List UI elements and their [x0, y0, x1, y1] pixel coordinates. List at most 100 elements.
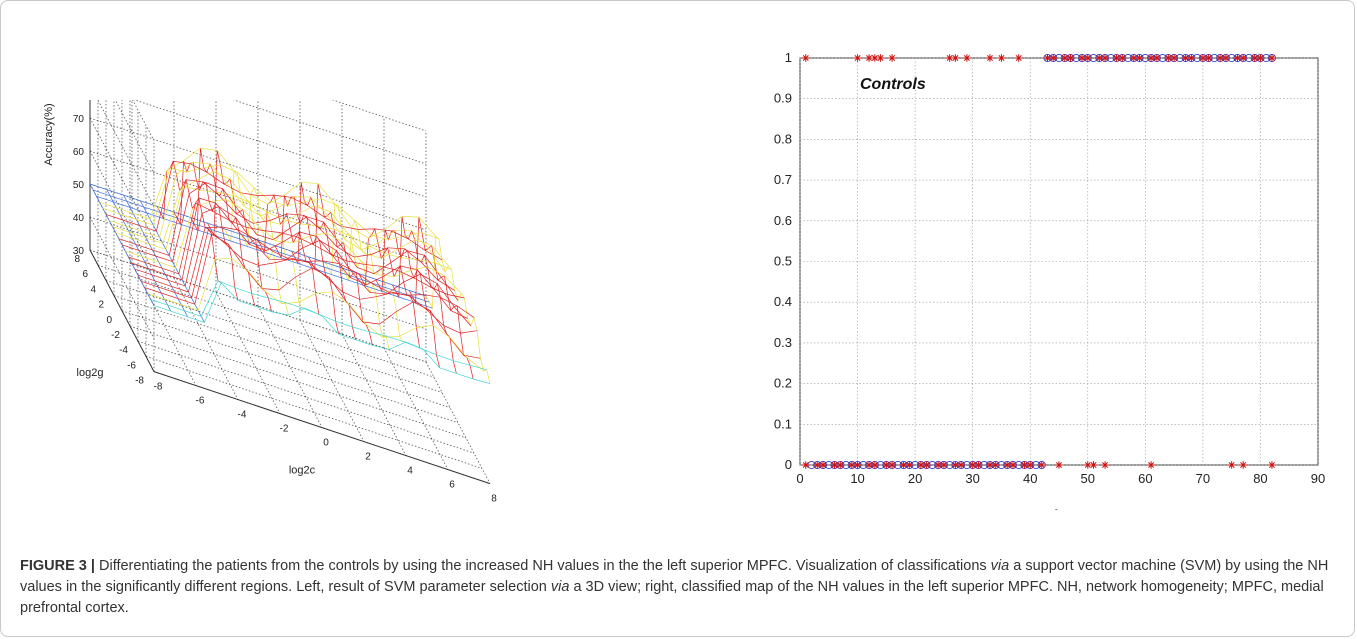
- mesh-line: [121, 182, 459, 301]
- asterisk-stroke: [1050, 54, 1057, 62]
- data-point-asterisk: [1147, 461, 1155, 469]
- data-point-asterisk: [974, 461, 983, 469]
- asterisk-stroke: [1268, 461, 1275, 469]
- data-point-asterisk: [899, 461, 908, 469]
- surface-plot: 3040506070809010086420-2-4-6-8-8-6-4-202…: [43, 100, 497, 505]
- asterisk-stroke: [923, 461, 930, 469]
- surface-mesh: [89, 147, 491, 385]
- data-point-asterisk: [1118, 54, 1127, 62]
- data-point-asterisk: [876, 54, 885, 62]
- asterisk-stroke: [889, 461, 896, 469]
- mesh-line: [102, 164, 439, 241]
- x-axis-label: Patients: [1028, 508, 1090, 510]
- asterisk-stroke: [906, 461, 913, 469]
- data-point-asterisk: [986, 461, 994, 469]
- x-tick-label: 30: [965, 471, 979, 486]
- asterisk-stroke: [1009, 461, 1016, 469]
- asterisk-stroke: [986, 54, 993, 62]
- x-tick-label: 10: [850, 471, 864, 486]
- mesh-line: [274, 195, 340, 335]
- asterisk-stroke: [1188, 54, 1195, 62]
- x-tick-label: 70: [1196, 471, 1210, 486]
- mesh-line: [134, 206, 472, 327]
- x-tick-label: 80: [1253, 471, 1267, 486]
- asterisk-stroke: [1182, 54, 1189, 62]
- x-tick-label: -8: [154, 382, 163, 393]
- asterisk-stroke: [1027, 461, 1034, 469]
- data-point-asterisk: [1089, 461, 1098, 469]
- asterisk-stroke: [877, 54, 884, 62]
- data-point-asterisk: [819, 461, 827, 469]
- x-tick-label: 40: [1023, 471, 1037, 486]
- mesh-line: [144, 233, 481, 359]
- x-tick-label: 60: [1138, 471, 1152, 486]
- y-tick-label: 0: [106, 315, 112, 326]
- mesh-line: [150, 280, 487, 371]
- mesh-line: [173, 160, 239, 301]
- caption-text-b: a support vector machine (SVM) by using …: [20, 558, 1329, 595]
- data-point-asterisk: [801, 54, 810, 62]
- x-axis-label: log2c: [289, 465, 316, 477]
- asterisk-stroke: [854, 54, 861, 62]
- data-point-asterisk: [957, 461, 965, 469]
- y-tick-label: 0.9: [774, 91, 792, 106]
- x-tick-label: 0: [796, 471, 803, 486]
- data-point-asterisk: [871, 54, 879, 62]
- asterisk-stroke: [1004, 461, 1011, 469]
- asterisk-stroke: [1228, 461, 1235, 469]
- x-tick-label: 8: [491, 494, 497, 505]
- asterisk-stroke: [848, 461, 855, 469]
- x-tick-label: 20: [908, 471, 922, 486]
- grid-line: [89, 150, 427, 264]
- mesh-line: [93, 189, 430, 303]
- data-point-asterisk: [1268, 461, 1276, 469]
- z-tick-label: 70: [73, 114, 85, 125]
- data-point-asterisk: [801, 461, 810, 469]
- asterisk-stroke: [1119, 54, 1126, 62]
- figure-caption: FIGURE 3 | Differentiating the patients …: [20, 556, 1340, 619]
- x-tick-label: -6: [196, 396, 205, 407]
- data-point-asterisk: [1135, 54, 1144, 62]
- z-tick-label: 40: [73, 213, 85, 224]
- asterisk-stroke: [1044, 54, 1051, 62]
- asterisk-stroke: [1165, 54, 1172, 62]
- x-tick-label: 6: [449, 480, 455, 491]
- x-tick-label: 4: [407, 466, 413, 477]
- grid-lines: [799, 57, 1319, 466]
- data-point-asterisk: [1101, 461, 1109, 469]
- series-asterisks: [801, 54, 1276, 469]
- mesh-line: [115, 185, 452, 270]
- asterisk-stroke: [940, 461, 947, 469]
- x-tick-label: -4: [238, 410, 247, 421]
- data-point-asterisk: [963, 54, 971, 62]
- asterisk-stroke: [1079, 54, 1086, 62]
- y-tick-label: 0.6: [774, 213, 792, 228]
- y-axis: [89, 249, 155, 372]
- data-point-asterisk: [1101, 54, 1109, 62]
- grid-line: [232, 100, 427, 165]
- asterisk-stroke: [1171, 54, 1178, 62]
- grid-line: [105, 280, 443, 393]
- x-axis: [153, 371, 491, 485]
- asterisk-stroke: [802, 54, 809, 62]
- data-point-asterisk: [836, 461, 845, 469]
- asterisk-stroke: [1251, 54, 1258, 62]
- grid-line: [121, 310, 459, 424]
- y-tick-label: 0.7: [774, 172, 792, 187]
- asterisk-stroke: [1102, 461, 1109, 469]
- asterisk-stroke: [802, 461, 809, 469]
- data-point-asterisk: [905, 461, 914, 469]
- data-point-asterisk: [1227, 461, 1236, 469]
- y-tick-label: 0.4: [774, 294, 792, 309]
- y-tick-label: 0.1: [774, 416, 792, 431]
- x-tick-label: -2: [280, 424, 289, 435]
- mesh-line: [89, 183, 427, 297]
- asterisk-stroke: [1148, 461, 1155, 469]
- caption-via-2: via: [550, 579, 570, 595]
- grid-line: [113, 295, 451, 408]
- asterisk-stroke: [1061, 54, 1068, 62]
- asterisk-stroke: [1130, 54, 1137, 62]
- data-point-asterisk: [997, 54, 1006, 62]
- grid-lines: [89, 100, 491, 484]
- asterisk-stroke: [1090, 461, 1097, 469]
